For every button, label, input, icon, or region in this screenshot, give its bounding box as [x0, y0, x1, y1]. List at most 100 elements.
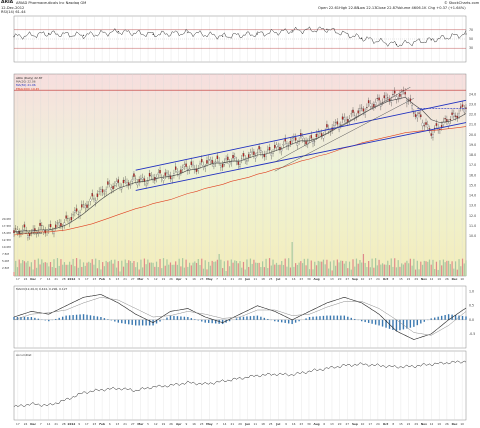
x-tick-label: 14 — [47, 277, 51, 281]
volume-bar — [44, 262, 46, 276]
volume-bar — [303, 258, 305, 276]
x-tick-label: 8 — [392, 422, 394, 426]
volume-bar — [399, 266, 401, 276]
candle-body — [199, 163, 201, 165]
macd-histogram-bar — [194, 319, 196, 320]
candle-body — [37, 231, 40, 234]
macd-histogram-bar — [166, 317, 168, 320]
macd-histogram-bar — [124, 319, 126, 324]
chart-header: ARIA ARIAD Pharmaceuticals Inc Nasdaq GM… — [0, 0, 480, 16]
volume-bar — [18, 259, 20, 276]
volume-bar — [364, 262, 366, 276]
x-tick-label: 23 — [93, 422, 97, 426]
volume-bar — [352, 259, 354, 276]
volume-bar — [270, 265, 272, 276]
volume-axis-label: 2.5M — [2, 266, 9, 270]
x-tick-label: 21 — [54, 277, 58, 281]
macd-histogram-bar — [447, 314, 450, 320]
candle-body — [75, 208, 78, 212]
macd-histogram-bar — [58, 317, 60, 320]
volume-bar — [77, 267, 79, 276]
candle-body — [208, 159, 210, 161]
price-axis-label: 21.0 — [469, 123, 476, 127]
macd-histogram-bar — [201, 319, 203, 322]
candle-body — [258, 146, 260, 150]
candle-body — [128, 182, 130, 186]
volume-bar — [298, 262, 300, 276]
candle-body — [227, 156, 229, 161]
volume-bar — [373, 267, 375, 276]
company-name: ARIAD Pharmaceuticals Inc Nasdaq GM — [16, 1, 87, 5]
volume-bar — [48, 266, 50, 276]
volume-bar — [187, 266, 189, 276]
price-axis-label: 16.0 — [469, 173, 476, 177]
candle-body — [70, 217, 73, 221]
volume-bar — [343, 263, 345, 276]
rsi-point — [13, 36, 15, 38]
candle-body — [101, 189, 104, 193]
candle-body — [181, 167, 184, 170]
candle-body — [456, 115, 459, 119]
volume-bar — [49, 262, 52, 276]
candle-body — [98, 191, 100, 192]
macd-histogram-bar — [128, 319, 130, 325]
volume-bar — [197, 258, 199, 276]
volume-bar — [277, 264, 279, 276]
volume-bar — [70, 264, 72, 276]
volume-bar — [162, 258, 165, 276]
volume-bar — [86, 262, 88, 276]
macd-axis-label: 1.0 — [469, 290, 474, 294]
macd-histogram-bar — [291, 319, 293, 325]
x-tick-label: 15 — [399, 422, 403, 426]
volume-bar — [326, 259, 328, 276]
volume-bar — [133, 261, 135, 276]
candle-body — [420, 114, 422, 118]
volume-bar — [32, 269, 34, 276]
x-tick-label: 10 — [361, 422, 365, 426]
volume-bar — [46, 262, 48, 276]
candle-body — [23, 224, 26, 228]
x-tick-label: May — [206, 422, 213, 426]
volume-bar — [274, 264, 276, 276]
x-tick-label: May — [206, 277, 213, 281]
volume-bar — [39, 264, 41, 276]
candle-body — [107, 181, 109, 185]
volume-bar — [173, 264, 175, 276]
macd-histogram-bar — [37, 318, 40, 320]
volume-bar — [102, 262, 104, 276]
candle-body — [100, 189, 102, 192]
volume-bar — [355, 258, 358, 276]
candle-body — [427, 124, 429, 128]
macd-histogram-bar — [409, 319, 412, 328]
candle-body — [432, 134, 434, 138]
x-tick-label: Aug — [314, 277, 320, 281]
candle-body — [96, 193, 99, 197]
candle-body — [145, 183, 147, 186]
x-tick-label: Dec — [30, 277, 36, 281]
x-tick-label: 29 — [414, 277, 418, 281]
rsi-point — [430, 39, 432, 41]
macd-histogram-bar — [197, 319, 199, 321]
volume-bar — [409, 258, 411, 276]
volume-bar — [41, 259, 43, 276]
volume-bar — [178, 258, 180, 276]
volume-bar — [227, 260, 229, 276]
macd-histogram-bar — [114, 319, 116, 322]
volume-bar — [16, 267, 19, 276]
x-tick-label: 18 — [261, 422, 265, 426]
volume-bar — [262, 261, 264, 276]
volume-bar — [434, 269, 436, 276]
macd-histogram-bar — [458, 315, 460, 320]
volume-bar — [60, 259, 62, 276]
volume-bar — [321, 261, 323, 276]
volume-axis-label: 5.0M — [2, 259, 9, 263]
macd-histogram-bar — [214, 319, 217, 324]
volume-bar — [282, 264, 285, 276]
volume-bar — [392, 266, 394, 276]
candle-body — [282, 144, 285, 146]
volume-bar — [204, 260, 206, 276]
volume-bar — [216, 259, 218, 276]
rsi-point — [361, 37, 363, 39]
macd-histogram-bar — [190, 318, 193, 320]
